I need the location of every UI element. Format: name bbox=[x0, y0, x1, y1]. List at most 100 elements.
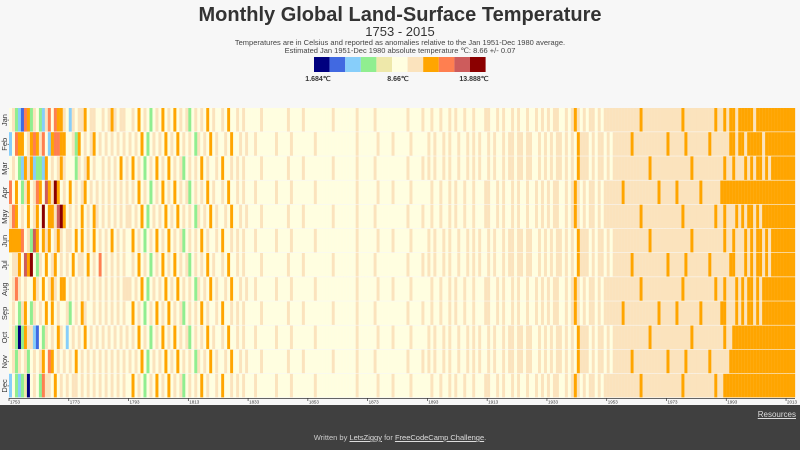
heatmap-cell[interactable] bbox=[337, 373, 341, 398]
heatmap-cell[interactable] bbox=[469, 108, 473, 132]
heatmap-cell[interactable] bbox=[621, 373, 625, 398]
heatmap-cell[interactable] bbox=[496, 373, 500, 398]
heatmap-cell[interactable] bbox=[173, 349, 177, 374]
heatmap-cell[interactable] bbox=[490, 204, 494, 229]
heatmap-cell[interactable] bbox=[741, 156, 745, 180]
heatmap-cell[interactable] bbox=[499, 156, 503, 180]
heatmap-cell[interactable] bbox=[316, 108, 320, 132]
heatmap-cell[interactable] bbox=[496, 228, 500, 253]
heatmap-cell[interactable] bbox=[182, 228, 186, 253]
heatmap-cell[interactable] bbox=[588, 132, 592, 156]
heatmap-cell[interactable] bbox=[729, 301, 733, 325]
heatmap-cell[interactable] bbox=[567, 204, 572, 229]
heatmap-cell[interactable] bbox=[681, 253, 685, 277]
heatmap-cell[interactable] bbox=[370, 132, 374, 156]
heatmap-cell[interactable] bbox=[514, 180, 518, 205]
heatmap-cell[interactable] bbox=[600, 108, 604, 132]
heatmap-cell[interactable] bbox=[534, 132, 539, 156]
heatmap-cell[interactable] bbox=[466, 253, 470, 277]
heatmap-cell[interactable] bbox=[260, 228, 264, 253]
heatmap-cell[interactable] bbox=[134, 301, 138, 325]
heatmap-cell[interactable] bbox=[274, 277, 279, 301]
heatmap-cell[interactable] bbox=[191, 108, 195, 132]
heatmap-cell[interactable] bbox=[529, 108, 533, 132]
heatmap-cell[interactable] bbox=[520, 349, 524, 374]
heatmap-cell[interactable] bbox=[349, 373, 353, 398]
heatmap-cell[interactable] bbox=[230, 253, 234, 277]
heatmap-cell[interactable] bbox=[260, 108, 264, 132]
heatmap-cell[interactable] bbox=[152, 325, 156, 350]
heatmap-cell[interactable] bbox=[167, 156, 171, 180]
heatmap-cell[interactable] bbox=[696, 204, 700, 229]
heatmap-cell[interactable] bbox=[283, 204, 288, 229]
heatmap-cell[interactable] bbox=[71, 349, 75, 374]
heatmap-cell[interactable] bbox=[200, 228, 204, 253]
heatmap-cell[interactable] bbox=[370, 204, 374, 229]
heatmap-cell[interactable] bbox=[681, 277, 685, 301]
heatmap-cell[interactable] bbox=[227, 373, 231, 398]
heatmap-cell[interactable] bbox=[457, 204, 461, 229]
heatmap-cell[interactable] bbox=[555, 180, 560, 205]
heatmap-cell[interactable] bbox=[651, 108, 655, 132]
heatmap-cell[interactable] bbox=[337, 204, 341, 229]
heatmap-cell[interactable] bbox=[322, 349, 326, 374]
heatmap-cell[interactable] bbox=[394, 325, 398, 350]
heatmap-cell[interactable] bbox=[274, 204, 279, 229]
heatmap-cell[interactable] bbox=[289, 253, 294, 277]
heatmap-cell[interactable] bbox=[618, 180, 622, 205]
heatmap-cell[interactable] bbox=[206, 204, 210, 229]
heatmap-cell[interactable] bbox=[430, 277, 434, 301]
heatmap-cell[interactable] bbox=[14, 204, 19, 229]
heatmap-cell[interactable] bbox=[283, 108, 288, 132]
heatmap-cell[interactable] bbox=[331, 180, 335, 205]
heatmap-cell[interactable] bbox=[783, 132, 787, 156]
heatmap-cell[interactable] bbox=[726, 301, 730, 325]
heatmap-cell[interactable] bbox=[729, 228, 733, 253]
heatmap-cell[interactable] bbox=[191, 325, 195, 350]
heatmap-cell[interactable] bbox=[334, 349, 338, 374]
heatmap-cell[interactable] bbox=[337, 301, 341, 325]
heatmap-cell[interactable] bbox=[532, 349, 536, 374]
heatmap-cell[interactable] bbox=[167, 108, 171, 132]
heatmap-cell[interactable] bbox=[603, 180, 607, 205]
heatmap-cell[interactable] bbox=[391, 301, 395, 325]
heatmap-cell[interactable] bbox=[702, 253, 706, 277]
heatmap-cell[interactable] bbox=[540, 204, 545, 229]
heatmap-cell[interactable] bbox=[382, 349, 386, 374]
heatmap-cell[interactable] bbox=[277, 277, 282, 301]
heatmap-cell[interactable] bbox=[687, 349, 691, 374]
heatmap-cell[interactable] bbox=[708, 108, 712, 132]
heatmap-cell[interactable] bbox=[463, 156, 467, 180]
heatmap-cell[interactable] bbox=[789, 180, 793, 205]
heatmap-cell[interactable] bbox=[786, 325, 790, 350]
heatmap-cell[interactable] bbox=[355, 228, 359, 253]
heatmap-cell[interactable] bbox=[403, 180, 407, 205]
heatmap-cell[interactable] bbox=[705, 132, 709, 156]
heatmap-cell[interactable] bbox=[478, 301, 482, 325]
heatmap-cell[interactable] bbox=[286, 253, 291, 277]
heatmap-cell[interactable] bbox=[783, 204, 787, 229]
heatmap-cell[interactable] bbox=[693, 156, 697, 180]
heatmap-cell[interactable] bbox=[385, 180, 389, 205]
heatmap-cell[interactable] bbox=[460, 349, 464, 374]
heatmap-cell[interactable] bbox=[83, 349, 87, 374]
heatmap-cell[interactable] bbox=[50, 156, 54, 180]
heatmap-cell[interactable] bbox=[125, 253, 129, 277]
heatmap-cell[interactable] bbox=[708, 180, 712, 205]
heatmap-cell[interactable] bbox=[789, 132, 793, 156]
heatmap-cell[interactable] bbox=[540, 180, 545, 205]
heatmap-cell[interactable] bbox=[648, 180, 652, 205]
heatmap-cell[interactable] bbox=[711, 108, 715, 132]
heatmap-cell[interactable] bbox=[71, 228, 75, 253]
heatmap-cell[interactable] bbox=[298, 156, 303, 180]
heatmap-cell[interactable] bbox=[119, 156, 123, 180]
heatmap-cell[interactable] bbox=[286, 228, 291, 253]
heatmap-cell[interactable] bbox=[230, 301, 234, 325]
heatmap-cell[interactable] bbox=[615, 108, 619, 132]
heatmap-cell[interactable] bbox=[44, 373, 48, 398]
heatmap-cell[interactable] bbox=[379, 156, 383, 180]
heatmap-cell[interactable] bbox=[684, 349, 688, 374]
heatmap-cell[interactable] bbox=[367, 108, 371, 132]
heatmap-cell[interactable] bbox=[529, 204, 533, 229]
heatmap-cell[interactable] bbox=[756, 180, 760, 205]
